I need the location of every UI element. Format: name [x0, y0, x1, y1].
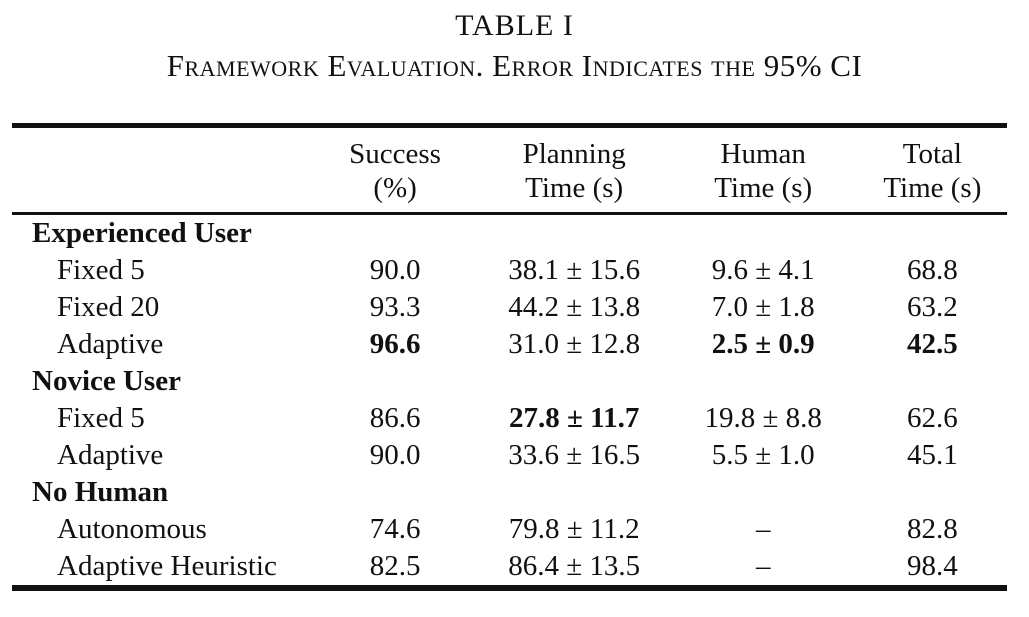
cell-success: 86.6	[369, 402, 421, 434]
column-header-success: Success (%)	[311, 126, 480, 214]
header-empty	[12, 126, 311, 214]
row-label: Fixed 5	[57, 254, 145, 286]
table-row: Fixed 5 86.6 27.8 ± 11.7 19.8 ± 8.8 62.6	[12, 400, 1007, 437]
table-header: Success (%) Planning Time (s) Human Time…	[12, 126, 1007, 214]
table-row: Autonomous 74.6 79.8 ± 11.2 – 82.8	[12, 511, 1007, 548]
row-label: Fixed 5	[57, 402, 145, 434]
cell-human-time: 9.6 ± 4.1	[711, 254, 815, 286]
cell-total-time: 68.8	[906, 254, 958, 286]
header-line: Planning	[522, 138, 626, 170]
cell-planning-time: 31.0 ± 12.8	[508, 328, 641, 360]
cell-human-time: 7.0 ± 1.8	[711, 291, 815, 323]
section-label: No Human	[32, 476, 169, 508]
table-row: Fixed 20 93.3 44.2 ± 13.8 7.0 ± 1.8 63.2	[12, 289, 1007, 326]
section-row-no-human: No Human	[12, 474, 1007, 511]
table-body: Experienced User Fixed 5 90.0 38.1 ± 15.…	[12, 214, 1007, 589]
evaluation-table: Success (%) Planning Time (s) Human Time…	[12, 123, 1007, 591]
cell-success: 96.6	[369, 328, 421, 360]
table-title: TABLE I	[455, 9, 574, 42]
table-row: Fixed 5 90.0 38.1 ± 15.6 9.6 ± 4.1 68.8	[12, 252, 1007, 289]
cell-human-time: 2.5 ± 0.9	[711, 328, 815, 360]
column-header-total-time: Total Time (s)	[858, 126, 1007, 214]
cell-total-time: 82.8	[906, 513, 958, 545]
cell-planning-time: 38.1 ± 15.6	[508, 254, 641, 286]
cell-success: 74.6	[369, 513, 421, 545]
table-row: Adaptive 90.0 33.6 ± 16.5 5.5 ± 1.0 45.1	[12, 437, 1007, 474]
cell-total-time: 45.1	[906, 439, 958, 471]
row-label: Adaptive Heuristic	[57, 550, 277, 582]
column-header-planning-time: Planning Time (s)	[480, 126, 669, 214]
section-row-experienced-user: Experienced User	[12, 214, 1007, 253]
section-label: Novice User	[32, 365, 181, 397]
cell-total-time: 62.6	[906, 402, 958, 434]
column-header-human-time: Human Time (s)	[669, 126, 858, 214]
header-line: Human	[720, 138, 806, 170]
cell-human-time: –	[755, 550, 771, 582]
table-row: Adaptive Heuristic 82.5 86.4 ± 13.5 – 98…	[12, 548, 1007, 588]
header-line: Time (s)	[714, 172, 813, 204]
header-line: Time (s)	[525, 172, 624, 204]
row-label: Autonomous	[57, 513, 207, 545]
cell-total-time: 98.4	[906, 550, 958, 582]
cell-total-time: 63.2	[906, 291, 958, 323]
cell-planning-time: 79.8 ± 11.2	[508, 513, 640, 545]
cell-planning-time: 86.4 ± 13.5	[508, 550, 641, 582]
cell-human-time: –	[755, 513, 771, 545]
row-label: Adaptive	[57, 328, 164, 360]
cell-human-time: 19.8 ± 8.8	[704, 402, 822, 434]
cell-planning-time: 27.8 ± 11.7	[509, 402, 640, 434]
cell-planning-time: 44.2 ± 13.8	[508, 291, 641, 323]
row-label: Adaptive	[57, 439, 164, 471]
header-line: Time (s)	[883, 172, 982, 204]
cell-success: 93.3	[369, 291, 421, 323]
table-caption: Framework Evaluation. Error Indicates th…	[166, 48, 863, 83]
section-row-novice-user: Novice User	[12, 363, 1007, 400]
cell-human-time: 5.5 ± 1.0	[711, 439, 815, 471]
table-row: Adaptive 96.6 31.0 ± 12.8 2.5 ± 0.9 42.5	[12, 326, 1007, 363]
cell-success: 82.5	[369, 550, 421, 582]
cell-planning-time: 33.6 ± 16.5	[508, 439, 641, 471]
cell-success: 90.0	[369, 254, 421, 286]
header-line: (%)	[373, 172, 417, 204]
section-label: Experienced User	[32, 217, 252, 249]
cell-total-time: 42.5	[906, 328, 958, 360]
header-row: Success (%) Planning Time (s) Human Time…	[12, 126, 1007, 214]
header-line: Total	[902, 138, 962, 170]
header-line: Success	[349, 138, 441, 170]
cell-success: 90.0	[369, 439, 421, 471]
row-label: Fixed 20	[57, 291, 160, 323]
